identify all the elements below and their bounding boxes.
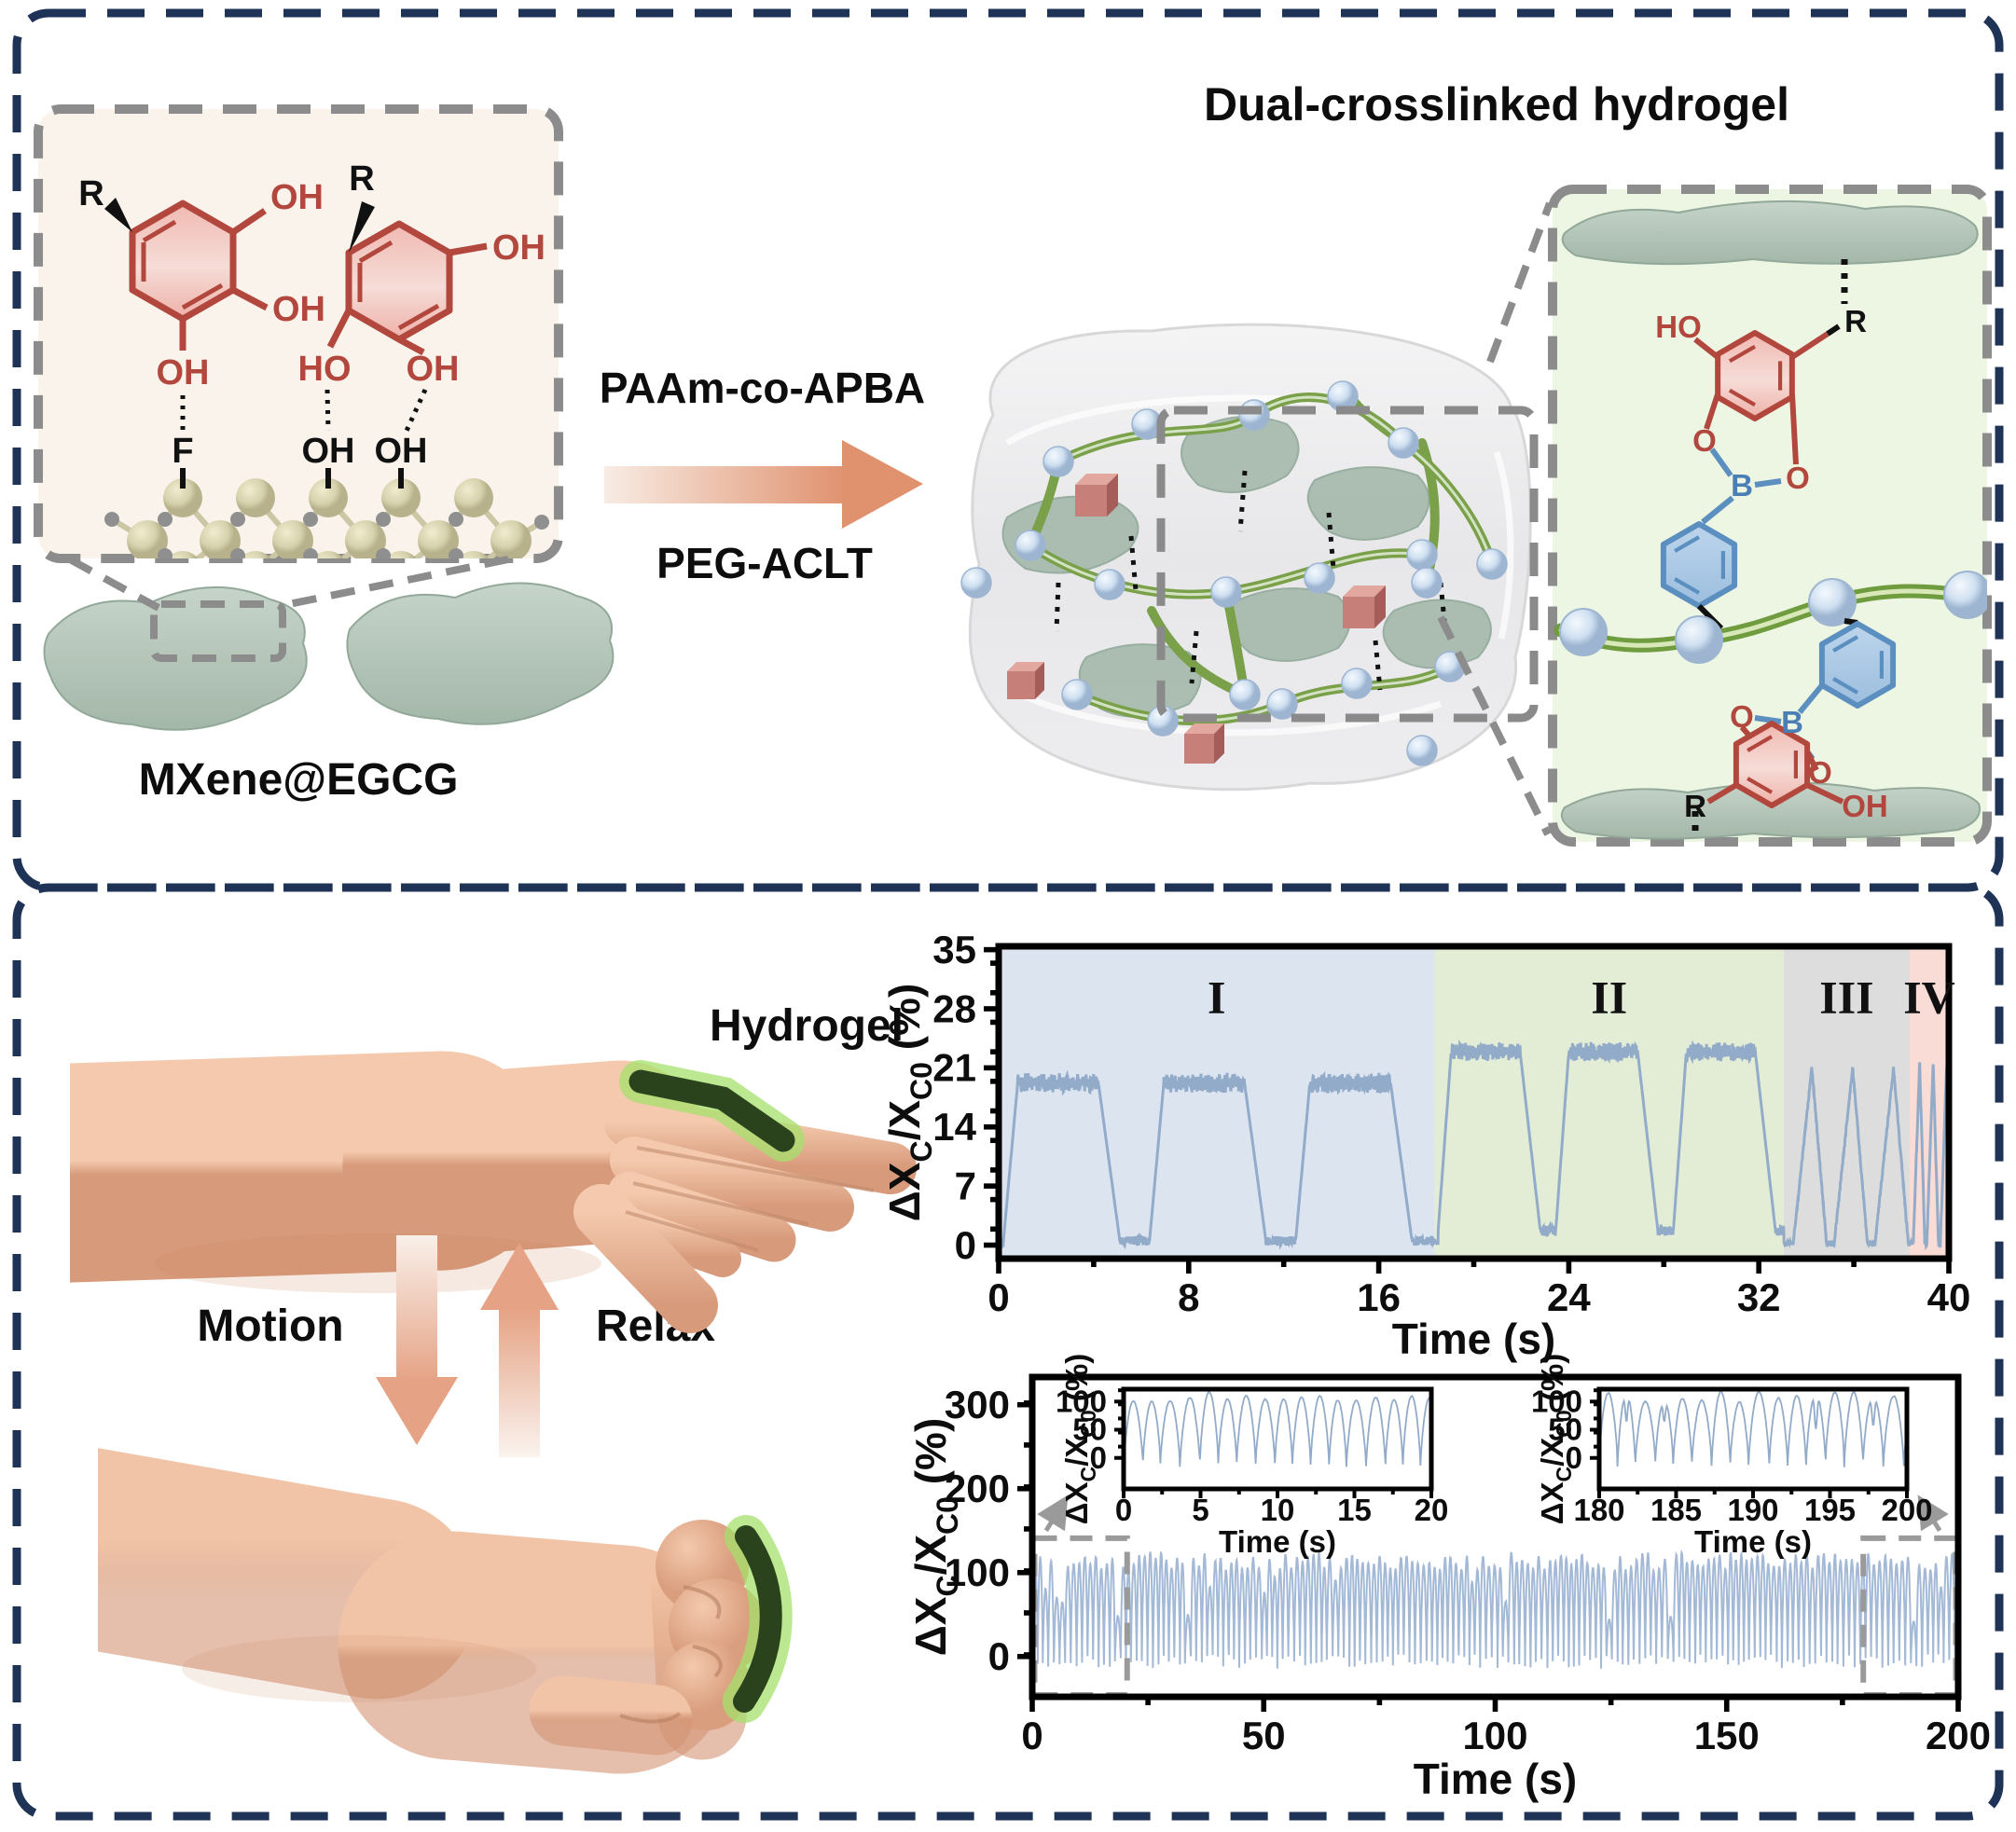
arrow-head bbox=[842, 440, 923, 529]
reaction-reagent-top-label: PAAm-co-APBA bbox=[599, 364, 926, 412]
mxene-sheet bbox=[346, 582, 614, 725]
mxene-sheet bbox=[43, 586, 308, 731]
cycling-stability-chart: 0 50 100 150 200 0 100 200 300 Time (s) ΔXC/XC0 (%… bbox=[867, 1352, 2016, 1818]
hydrogel-network-cube bbox=[918, 303, 1543, 811]
inset-plot-background bbox=[1124, 1389, 1431, 1489]
x-tick-label: 10 bbox=[1261, 1493, 1295, 1527]
x-tick-label: 0 bbox=[1021, 1714, 1043, 1757]
x-tick-label: 50 bbox=[1242, 1714, 1286, 1757]
x-tick-label: 20 bbox=[1415, 1493, 1449, 1527]
x-tick-label: 16 bbox=[1357, 1275, 1401, 1319]
o-label: O bbox=[1786, 461, 1810, 495]
oh-label: OH bbox=[1842, 789, 1888, 823]
o-label: O bbox=[1730, 699, 1754, 734]
b-label: B bbox=[1731, 468, 1753, 503]
x-axis-label: Time (s) bbox=[1694, 1524, 1812, 1559]
region-label-I: I bbox=[1208, 971, 1225, 1024]
reaction-reagent-bottom-label: PEG-ACLT bbox=[656, 539, 873, 587]
x-tick-label: 200 bbox=[1881, 1493, 1932, 1527]
y-tick-label: 28 bbox=[932, 986, 976, 1030]
r-group-label: R bbox=[1684, 789, 1706, 823]
motion-relax-arrows bbox=[368, 1235, 583, 1464]
oh-label: OH bbox=[272, 290, 325, 329]
region-label-III: III bbox=[1819, 971, 1873, 1024]
region-label-II: II bbox=[1591, 971, 1627, 1024]
x-axis-label: Time (s) bbox=[1414, 1755, 1578, 1803]
x-tick-label: 0 bbox=[1115, 1493, 1132, 1527]
mxene-atom bbox=[454, 478, 493, 517]
region-label-IV: IV bbox=[1903, 971, 1955, 1024]
y-tick-label: 0 bbox=[988, 1634, 1010, 1678]
oh-label: OH bbox=[157, 353, 210, 393]
oh-label: OH bbox=[407, 350, 460, 389]
x-tick-label: 100 bbox=[1462, 1714, 1527, 1757]
mxene-egcg-label: MXene@EGCG bbox=[138, 755, 459, 805]
fist-hand-illustration bbox=[0, 1436, 937, 1785]
mxene-sheets bbox=[28, 545, 634, 764]
r-group-label: R bbox=[349, 159, 374, 199]
pulse-response-chart: 0 8 16 24 32 40 0 7 14 21 28 35 Time (s) ΔXC/XC0 (%) I… bbox=[867, 909, 2016, 1366]
f-label: F bbox=[172, 432, 193, 471]
x-tick-label: 32 bbox=[1737, 1275, 1781, 1319]
y-axis-label: ΔXC/XC0 (%) bbox=[906, 1418, 964, 1657]
ho-label: HO bbox=[1655, 310, 1702, 344]
mxene-atom bbox=[236, 478, 275, 517]
mxene-small-atom bbox=[303, 512, 318, 527]
boronate-bond-inset: HO R O B O O B O R OH bbox=[1548, 185, 1992, 847]
egcg-mxene-inset-drawing: R OH OH OH R OH HO OH F OH OH bbox=[34, 104, 563, 563]
x-tick-label: 5 bbox=[1192, 1493, 1208, 1527]
x-tick-label: 40 bbox=[1927, 1275, 1971, 1319]
ho-label: HO bbox=[298, 350, 352, 389]
series-line bbox=[1032, 1549, 1958, 1669]
panel1-title: Dual-crosslinked hydrogel bbox=[1204, 78, 1789, 131]
oh-label: OH bbox=[302, 432, 355, 471]
x-tick-label: 8 bbox=[1178, 1275, 1199, 1319]
mxene-small-atom bbox=[158, 512, 173, 527]
y-axis-label: ΔXC/XC0 (%) bbox=[880, 984, 938, 1222]
r-group-label: R bbox=[1844, 304, 1867, 338]
mxene-small-atom bbox=[230, 512, 245, 527]
x-tick-label: 195 bbox=[1804, 1493, 1856, 1527]
x-tick-label: 180 bbox=[1573, 1493, 1624, 1527]
arrow-shaft bbox=[604, 466, 845, 503]
x-tick-label: 200 bbox=[1926, 1714, 1991, 1757]
egcg-mxene-inset: R OH OH OH R OH HO OH F OH OH bbox=[34, 104, 563, 563]
x-axis-label: Time (s) bbox=[1219, 1524, 1336, 1559]
oh-label: OH bbox=[270, 178, 324, 217]
x-tick-label: 190 bbox=[1727, 1493, 1778, 1527]
chart-regions bbox=[999, 946, 1949, 1259]
oh-label: OH bbox=[375, 432, 428, 471]
x-tick-label: 15 bbox=[1337, 1493, 1372, 1527]
y-tick-label: 14 bbox=[932, 1105, 976, 1149]
b-label: B bbox=[1781, 705, 1803, 739]
mxene-sheet-top bbox=[1561, 200, 1979, 266]
y-tick-label: 35 bbox=[932, 928, 976, 971]
y-tick-label: 21 bbox=[932, 1046, 976, 1090]
oh-label: OH bbox=[492, 228, 545, 268]
y-tick-label: 0 bbox=[955, 1223, 976, 1267]
x-tick-label: 0 bbox=[987, 1275, 1009, 1319]
x-tick-label: 150 bbox=[1694, 1714, 1760, 1757]
r-group-label: R bbox=[78, 174, 104, 214]
hand-shading bbox=[182, 1635, 536, 1702]
mxene-small-atom bbox=[376, 512, 391, 527]
reaction-arrow bbox=[604, 431, 926, 538]
x-tick-label: 24 bbox=[1547, 1275, 1591, 1319]
mxene-small-atom bbox=[449, 512, 463, 527]
x-tick-label: 185 bbox=[1650, 1493, 1702, 1527]
y-tick-label: 7 bbox=[955, 1164, 976, 1207]
motion-down-arrow bbox=[376, 1235, 458, 1445]
o-label: O bbox=[1808, 755, 1832, 790]
o-label: O bbox=[1692, 423, 1717, 458]
relax-up-arrow bbox=[480, 1243, 559, 1457]
